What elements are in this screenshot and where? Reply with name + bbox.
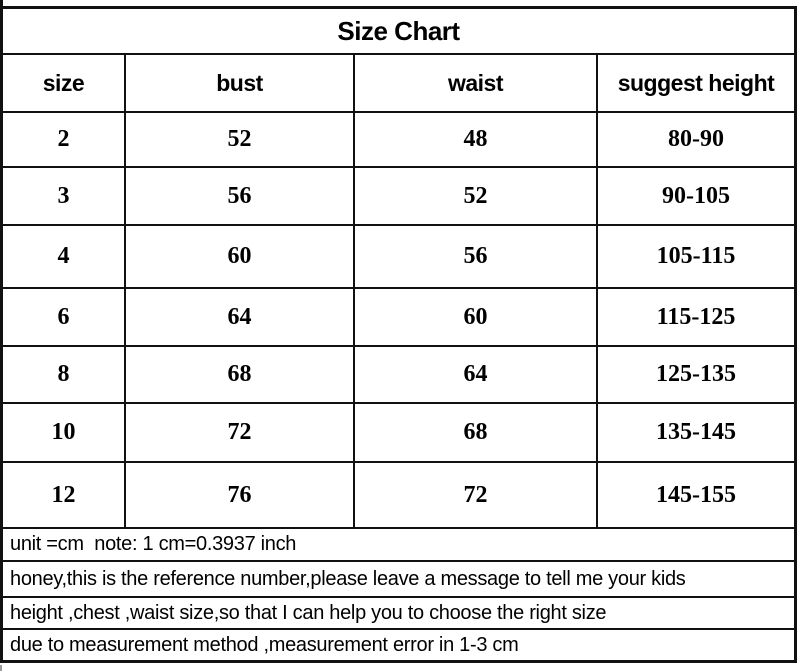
size-cell: 2 [3,113,124,166]
table-row: 12 76 72 145-155 [3,463,794,527]
grid-line-stub [0,665,2,671]
height-cell: 115-125 [598,289,794,345]
table-row: 2 52 48 80-90 [3,113,794,166]
bust-cell: 72 [126,404,353,461]
table-title: Size Chart [3,9,794,53]
bust-cell: 56 [126,168,353,224]
height-cell: 105-115 [598,226,794,287]
header-row: size bust waist suggest height [3,55,794,111]
size-cell: 6 [3,289,124,345]
height-cell: 90-105 [598,168,794,224]
table-row: 4 60 56 105-115 [3,226,794,287]
column-header-bust: bust [126,55,353,111]
note-reference-1: honey,this is the reference number,pleas… [3,562,794,596]
size-cell: 8 [3,347,124,402]
note-unit: unit =cm note: 1 cm=0.3937 inch [3,529,794,560]
waist-cell: 64 [355,347,596,402]
size-cell: 4 [3,226,124,287]
column-header-size: size [3,55,124,111]
column-header-waist: waist [355,55,596,111]
size-cell: 12 [3,463,124,527]
waist-cell: 72 [355,463,596,527]
height-cell: 145-155 [598,463,794,527]
waist-cell: 56 [355,226,596,287]
bust-cell: 64 [126,289,353,345]
waist-cell: 48 [355,113,596,166]
size-cell: 10 [3,404,124,461]
table-row: 8 68 64 125-135 [3,347,794,402]
bust-cell: 52 [126,113,353,166]
bust-cell: 76 [126,463,353,527]
note-reference-2: height ,chest ,waist size,so that I can … [3,598,794,628]
cropped-row-below [0,663,800,672]
note-error: due to measurement method ,measurement e… [3,630,794,660]
size-chart-table: Size Chart size bust waist suggest heigh… [0,6,797,663]
column-header-suggest-height: suggest height [598,55,794,111]
waist-cell: 60 [355,289,596,345]
cropped-row-above [0,0,797,6]
height-cell: 135-145 [598,404,794,461]
height-cell: 125-135 [598,347,794,402]
bust-cell: 68 [126,347,353,402]
bust-cell: 60 [126,226,353,287]
table-row: 3 56 52 90-105 [3,168,794,224]
waist-cell: 68 [355,404,596,461]
waist-cell: 52 [355,168,596,224]
height-cell: 80-90 [598,113,794,166]
grid-line-stub [0,0,3,6]
table-row: 6 64 60 115-125 [3,289,794,345]
table-row: 10 72 68 135-145 [3,404,794,461]
size-cell: 3 [3,168,124,224]
